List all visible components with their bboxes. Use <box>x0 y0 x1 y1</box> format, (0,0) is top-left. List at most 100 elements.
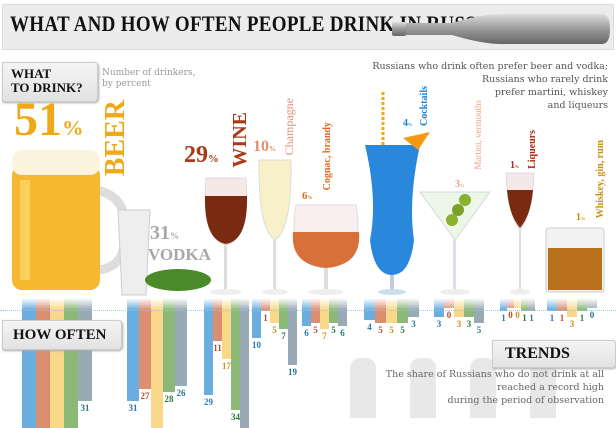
drink-illustrations <box>12 90 605 296</box>
frequency-bar <box>36 298 50 428</box>
frequency-value: 3 <box>466 319 472 329</box>
frequency-bar <box>444 298 454 308</box>
frequency-value: 1 <box>549 313 555 323</box>
frequency-bar <box>231 298 240 410</box>
martini-percent: 3% <box>455 179 465 190</box>
frequency-bar <box>547 298 557 311</box>
trends-line: The share of Russians who do not drink a… <box>385 369 604 380</box>
trends-text: The share of Russians who do not drink a… <box>304 368 604 407</box>
frequency-value: 31 <box>128 403 138 413</box>
subtitle-line: Number of drinkers, <box>102 68 196 78</box>
frequency-bar <box>22 298 36 428</box>
frequency-bar <box>464 298 474 317</box>
whiskey-percent: 1% <box>576 212 586 223</box>
frequency-value: 3 <box>569 319 575 329</box>
frequency-value: 10 <box>252 340 261 350</box>
frequency-value: 31 <box>80 403 90 413</box>
percent-value: 1 <box>576 212 581 223</box>
trends-tab: TRENDS <box>492 340 616 368</box>
beer-percent: 51% <box>14 92 84 147</box>
whiskey-glass-icon <box>545 227 605 293</box>
frequency-value: 3 <box>411 319 416 329</box>
percent-sign: % <box>460 183 465 188</box>
frequency-value: 5 <box>331 325 336 335</box>
trend-bottle-icon <box>530 358 556 418</box>
frequency-bar <box>514 298 521 308</box>
liqueur-glass-icon <box>505 172 535 295</box>
percent-sign: % <box>208 153 219 165</box>
pickle-icon <box>145 269 211 291</box>
note-line: prefer martini, whiskey <box>494 87 608 98</box>
frequency-value: 5 <box>272 325 277 335</box>
frequency-bar <box>302 298 311 326</box>
frequency-value: 1 <box>559 313 565 323</box>
percent-value: 10 <box>253 138 269 155</box>
percent-value: 31 <box>150 222 170 244</box>
frequency-bar <box>587 298 597 308</box>
frequency-value: 5 <box>378 325 383 335</box>
frequency-value: 26 <box>176 388 186 398</box>
frequency-bar <box>240 298 249 428</box>
note-line: Russians who rarely drink <box>481 74 608 85</box>
frequency-value: 1 <box>579 313 585 323</box>
frequency-value: 1 <box>529 313 534 323</box>
frequency-value: 17 <box>222 361 231 371</box>
frequency-value: 1 <box>263 313 268 323</box>
vodka-percent: 31% <box>150 222 179 245</box>
trend-bottle-icon <box>350 358 376 418</box>
frequency-value: 28 <box>164 394 174 404</box>
percent-sign: % <box>515 164 520 169</box>
frequency-value: 7 <box>281 331 286 341</box>
frequency-value: 7 <box>322 331 327 341</box>
frequency-value: 0 <box>515 310 520 320</box>
frequency-bar <box>528 298 535 311</box>
percent-value: 1 <box>510 160 515 171</box>
percent-sign: % <box>408 122 413 127</box>
frequency-bar <box>261 298 270 311</box>
frequency-value: 5 <box>313 325 318 335</box>
martini-glass-icon <box>419 191 491 295</box>
frequency-bar <box>577 298 587 311</box>
percent-sign: % <box>62 116 84 140</box>
frequency-bar <box>222 298 231 359</box>
frequency-bar <box>364 298 375 320</box>
frequency-bar <box>288 298 297 365</box>
frequency-value: 6 <box>340 328 345 338</box>
frequency-value: 11 <box>213 343 222 353</box>
frequency-bar <box>127 298 139 401</box>
frequency-bar <box>320 298 329 329</box>
frequency-value: 3 <box>436 319 442 329</box>
what-label: WHAT <box>11 66 52 81</box>
subtitle-line: by percent <box>102 79 151 89</box>
trends-line: reached a record high <box>497 382 604 393</box>
bottle-icon <box>392 14 610 44</box>
baseline-divider <box>0 310 616 311</box>
frequency-bar <box>338 298 347 326</box>
frequency-value: 5 <box>389 325 394 335</box>
subtitle: Number of drinkers, by percent <box>102 68 195 90</box>
champagne-glass-icon <box>258 159 292 295</box>
frequency-value: 29 <box>204 397 213 407</box>
to-drink-label: TO DRINK? <box>11 80 83 95</box>
trends-line: during the period of observation <box>447 395 605 406</box>
frequency-value: 5 <box>476 325 482 335</box>
cocktail-glass-icon <box>365 90 430 295</box>
frequency-bar <box>521 298 528 311</box>
frequency-bar <box>507 298 514 308</box>
frequency-bar <box>151 298 163 428</box>
frequency-bar <box>557 298 567 311</box>
frequency-value: 6 <box>304 328 309 338</box>
percent-sign: % <box>269 145 277 153</box>
frequency-value: 4 <box>367 322 372 332</box>
percent-sign: % <box>581 216 586 221</box>
percent-value: 3 <box>455 179 460 190</box>
insight-note: Russians who drink often prefer beer and… <box>348 60 608 112</box>
frequency-value: 0 <box>446 310 452 320</box>
percent-sign: % <box>170 231 179 241</box>
frequency-value: 1 <box>522 313 527 323</box>
trend-bottle-icon <box>470 358 496 418</box>
frequency-value: 0 <box>508 310 513 320</box>
percent-sign: % <box>307 196 313 201</box>
frequency-bar <box>204 298 213 395</box>
trend-bottle-icon <box>410 358 436 418</box>
